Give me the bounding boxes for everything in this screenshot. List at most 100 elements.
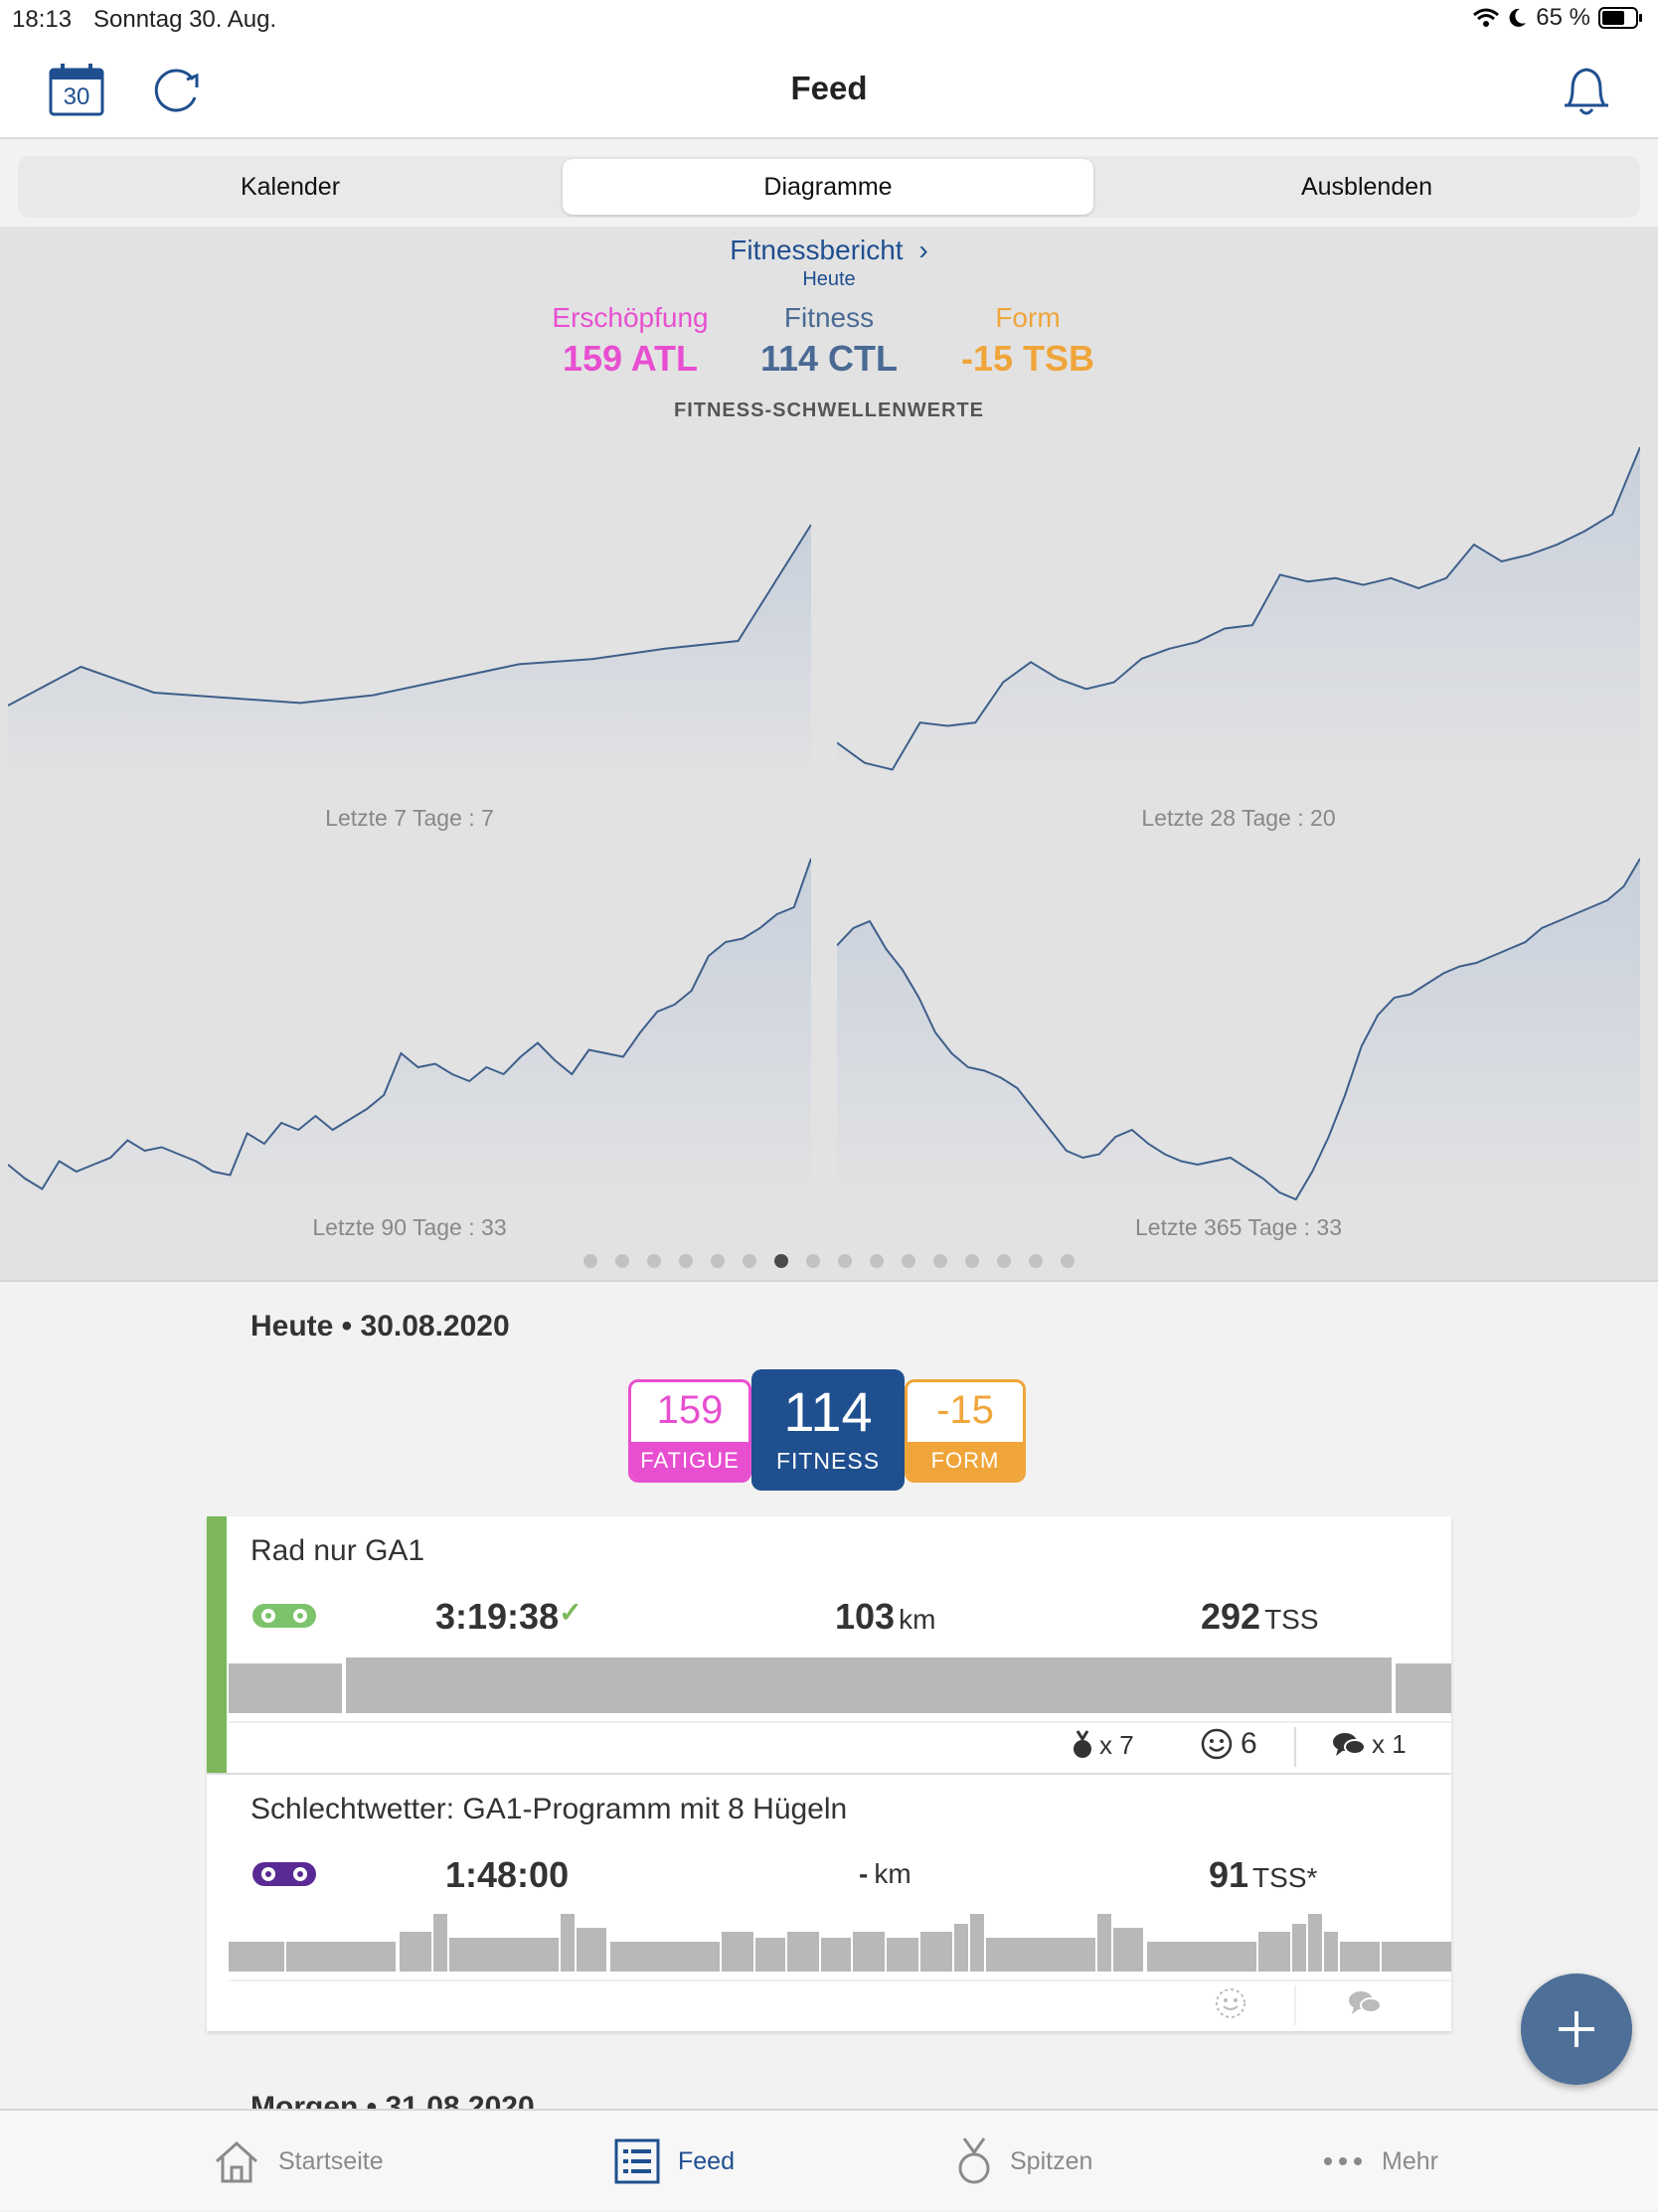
chart-series-line	[8, 524, 811, 707]
chart-caption-90: Letzte 90 Tage : 33	[312, 1214, 507, 1240]
metric-fitness-value: 114 CTL	[759, 338, 899, 379]
interval-block	[286, 1942, 396, 1972]
page-dot[interactable]	[743, 1254, 756, 1268]
battery-percent: 65 %	[1536, 4, 1590, 31]
plus-icon	[1559, 2011, 1594, 2047]
metrics-row: Erschöpfung 159 ATL Fitness 114 CTL Form…	[541, 302, 1117, 392]
workout-card-completed[interactable]: Rad nur GA1 3:19:38✓ 103 km 292 TSS x 7 6 …	[207, 1516, 1451, 1773]
chevron-right-icon: ›	[918, 235, 928, 265]
chart-area-fill	[837, 447, 1640, 783]
duration-value: 3:19:38	[435, 1596, 560, 1637]
refresh-icon[interactable]	[149, 66, 205, 117]
more-icon	[1324, 2157, 1362, 2165]
interval-block	[1097, 1914, 1111, 1972]
workout-duration: 3:19:38✓	[435, 1596, 582, 1638]
comments-count[interactable]: x 1	[1332, 1729, 1407, 1760]
check-icon: ✓	[559, 1597, 582, 1628]
chart-caption-28: Letzte 28 Tage : 20	[1141, 805, 1336, 831]
workout-tss: 91 TSS*	[1209, 1854, 1317, 1896]
interval-block	[1340, 1942, 1380, 1972]
status-date: Sonntag 30. Aug.	[93, 6, 277, 33]
page-dot[interactable]	[711, 1254, 725, 1268]
segment-kalender[interactable]: Kalender	[240, 173, 341, 201]
workout-distance: 103 km	[835, 1596, 935, 1638]
tss-unit: TSS*	[1252, 1862, 1318, 1893]
segment-diagramme[interactable]: Diagramme	[563, 159, 1093, 215]
page-indicator[interactable]	[0, 1254, 1658, 1268]
comments-value: x 1	[1372, 1729, 1407, 1759]
interval-block	[755, 1938, 785, 1972]
distance-value: -	[859, 1858, 869, 1889]
interval-block	[1292, 1924, 1306, 1972]
navigation-bar: 30 Feed	[0, 44, 1658, 139]
interval-block	[449, 1938, 559, 1972]
chart-90-days	[8, 858, 811, 1206]
smiley-icon[interactable]	[1215, 1987, 1246, 2019]
page-dot[interactable]	[997, 1254, 1011, 1268]
divider	[229, 1721, 1451, 1723]
interval-block	[954, 1924, 968, 1972]
page-dot[interactable]	[806, 1254, 820, 1268]
page-dot[interactable]	[615, 1254, 629, 1268]
fitness-badge-value: 114	[783, 1380, 873, 1443]
tab-spitzen[interactable]: Spitzen	[956, 2111, 1092, 2212]
tab-bar: Startseite Feed Spitzen Mehr	[0, 2109, 1658, 2210]
interval-block	[610, 1942, 720, 1972]
chart-7-days	[8, 524, 811, 783]
page-dot[interactable]	[965, 1254, 979, 1268]
page-dot[interactable]	[902, 1254, 915, 1268]
interval-block	[920, 1932, 952, 1972]
workout-tss: 292 TSS	[1201, 1596, 1319, 1638]
tab-feed[interactable]: Feed	[614, 2111, 735, 2212]
bell-icon[interactable]	[1559, 62, 1614, 119]
interval-block	[787, 1932, 819, 1972]
chart-area-fill	[8, 859, 811, 1206]
interval-block	[986, 1938, 1095, 1972]
chart-series-line	[837, 446, 1640, 771]
page-dot[interactable]	[774, 1254, 788, 1268]
tab-mehr[interactable]: Mehr	[1322, 2111, 1438, 2212]
add-workout-button[interactable]	[1521, 1974, 1632, 2085]
status-bar: 18:13 Sonntag 30. Aug. 65 %	[0, 0, 1658, 44]
workout-duration: 1:48:00	[445, 1854, 570, 1895]
chart-area-fill	[8, 525, 811, 783]
page-dot[interactable]	[1029, 1254, 1043, 1268]
interval-block	[229, 1942, 284, 1972]
medals-count[interactable]: x 7	[1072, 1729, 1134, 1761]
divider	[1294, 1727, 1296, 1767]
workout-title: Rad nur GA1	[250, 1534, 425, 1567]
completed-indicator	[207, 1516, 227, 1773]
workout-card-planned[interactable]: Schlechtwetter: GA1-Programm mit 8 Hügel…	[207, 1775, 1451, 2031]
chart-series-line	[8, 858, 811, 1190]
calendar-day: 30	[63, 83, 90, 110]
calendar-button[interactable]: 30	[48, 62, 105, 122]
page-dot[interactable]	[647, 1254, 661, 1268]
workout-title: Schlechtwetter: GA1-Programm mit 8 Hügel…	[250, 1793, 848, 1825]
metric-fatigue-value: 159 ATL	[562, 338, 699, 379]
page-dot[interactable]	[679, 1254, 693, 1268]
page-dot[interactable]	[870, 1254, 884, 1268]
fitness-report-link[interactable]: Fitnessbericht ›	[0, 235, 1658, 266]
interval-block	[577, 1928, 606, 1972]
metric-form-value: -15 TSB	[960, 338, 1095, 379]
distance-unit: km	[899, 1604, 936, 1635]
interval-block	[887, 1938, 918, 1972]
tab-startseite[interactable]: Startseite	[213, 2111, 384, 2212]
tss-unit: TSS	[1264, 1604, 1319, 1635]
tab-label: Feed	[678, 2146, 735, 2175]
mood-value: 6	[1241, 1727, 1257, 1760]
page-dot[interactable]	[838, 1254, 852, 1268]
page-dot[interactable]	[1061, 1254, 1075, 1268]
workout-distance: - km	[859, 1858, 912, 1890]
workout-intervals-bar	[229, 1658, 1451, 1713]
fitness-badge-label: FITNESS	[775, 1448, 881, 1474]
medal-icon	[1074, 1730, 1091, 1758]
segment-ausblenden[interactable]: Ausblenden	[1300, 173, 1433, 201]
interval-block	[1147, 1942, 1256, 1972]
fitness-report-title: Fitnessbericht	[730, 235, 904, 265]
chart-caption-7: Letzte 7 Tage : 7	[325, 805, 494, 831]
comments-icon[interactable]	[1348, 1989, 1382, 2017]
page-dot[interactable]	[933, 1254, 947, 1268]
mood-rating[interactable]: 6	[1201, 1727, 1257, 1761]
page-dot[interactable]	[583, 1254, 597, 1268]
